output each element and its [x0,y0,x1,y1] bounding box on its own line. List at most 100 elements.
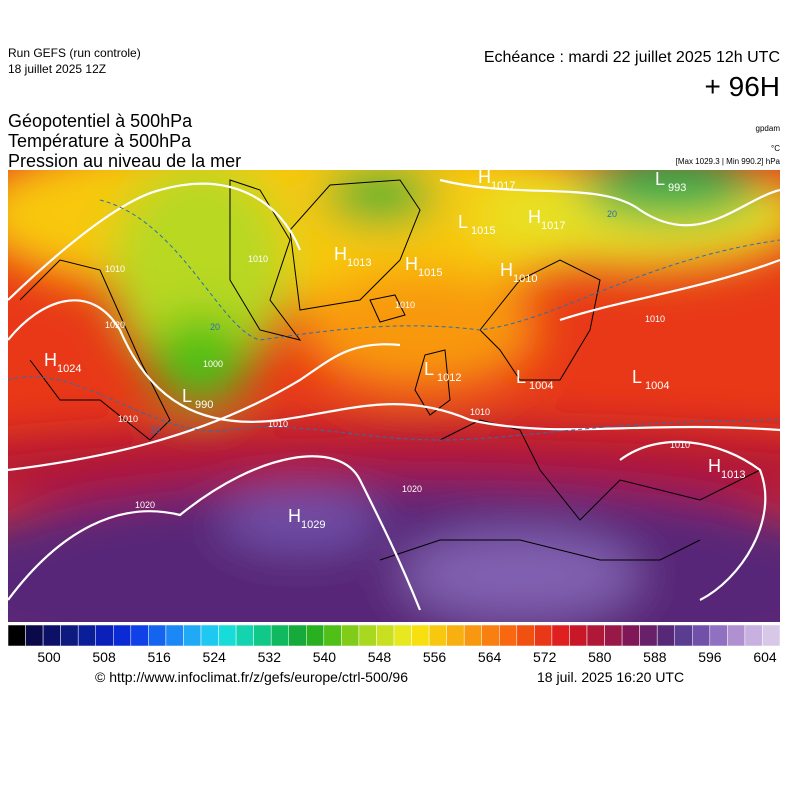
colorbar-swatch [113,624,132,647]
title-line: Géopotentiel à 500hPa [8,111,193,131]
isobar-label: 1010 [248,254,268,264]
isobar-label: 1000 [203,359,223,369]
colorbar-swatch [25,624,44,647]
isobars [8,178,780,611]
colorbar-swatch [411,624,430,647]
colorbar-swatch [744,624,763,647]
colorbar-tick-label: 596 [698,649,722,665]
pressure-center-value: 1004 [529,380,553,392]
colorbar-swatch [727,624,746,647]
colorbar-swatch [95,624,114,647]
colorbar-swatch [621,624,640,647]
isobar-label: 1020 [105,320,125,330]
colorbar-swatch [376,624,395,647]
pressure-center-value: 1017 [491,180,515,192]
pressure-center-value: 1024 [57,363,81,375]
colorbar-swatch [60,624,79,647]
isobar-label: 1010 [118,414,138,424]
pressure-center-value: 1012 [437,372,461,384]
colorbar-tick-label: 524 [203,649,227,665]
colorbar-swatch [674,624,693,647]
pressure-center-letter: L [655,169,665,189]
colorbar-swatch [7,624,26,647]
timestamp: 18 juil. 2025 16:20 UTC [537,669,684,685]
colorbar-swatch [499,624,518,647]
valid-time: Echéance : mardi 22 juillet 2025 12h UTC [484,49,780,66]
colorbar-swatch [446,624,465,647]
colorbar-swatch [341,624,360,647]
map [8,170,780,622]
pressure-center-letter: L [632,367,642,387]
isotherm-label: 10 [150,425,160,435]
colorbar-swatch [270,624,289,647]
colorbar-swatch [534,624,553,647]
colorbar-tick-label: 532 [258,649,282,665]
isobar-label: 1020 [135,500,155,510]
pressure-center-value: 1004 [645,380,669,392]
colorbar-swatch [235,624,254,647]
isotherm-label: 20 [210,322,220,332]
colorbar-swatch [77,624,96,647]
colorbar-tick-label: 500 [37,649,61,665]
isotherm-label: 20 [607,209,617,219]
colorbar-tick-label: 548 [368,649,392,665]
pressure-center-value: 993 [668,182,686,194]
colorbar-swatch [481,624,500,647]
colorbar-swatch [218,624,237,647]
pressure-center-letter: H [334,244,347,264]
colorbar-swatch [569,624,588,647]
pressure-center-letter: L [424,359,434,379]
unit-label: [Max 1029.3 | Min 990.2] hPa [676,157,781,166]
colorbar-tick-label: 604 [753,649,777,665]
colorbar-swatch [604,624,623,647]
pressure-center-value: 1029 [301,519,325,531]
colorbar-swatch [183,624,202,647]
colorbar-swatch [762,624,781,647]
colorbar-swatch [393,624,412,647]
colorbar-swatch [148,624,167,647]
unit-label: gpdam [756,124,781,133]
colorbar-swatch [165,624,184,647]
source-url: © http://www.infoclimat.fr/z/gefs/europe… [95,669,408,685]
isobar-label: 1020 [402,484,422,494]
isobar-label: 1010 [470,407,490,417]
colorbar-tick-label: 572 [533,649,557,665]
pressure-center-value: 1017 [541,220,565,232]
colorbar-tick-label: 556 [423,649,447,665]
pressure-center-letter: L [458,212,468,232]
colorbar-swatch [288,624,307,647]
isobar-label: 1010 [395,300,415,310]
colorbar-swatch [358,624,377,647]
lead-time: + 96H [705,71,781,102]
colorbar-swatch [551,624,570,647]
colorbar-swatch [130,624,149,647]
isobar-label: 1010 [268,419,288,429]
unit-label: °C [771,144,780,153]
colorbar-swatch [306,624,325,647]
colorbar-swatch [692,624,711,647]
colorbar-tick-label: 516 [147,649,171,665]
title-line: Température à 500hPa [8,131,192,151]
pressure-center-letter: H [405,254,418,274]
pressure-center-value: 1015 [471,225,495,237]
pressure-center-letter: H [500,260,513,280]
isobar-label: 1010 [670,440,690,450]
pressure-center-value: 1010 [513,273,537,285]
colorbar-swatch [200,624,219,647]
pressure-center-letter: L [182,386,192,406]
isobar-label: 1010 [645,314,665,324]
colorbar-tick-label: 564 [478,649,502,665]
pressure-center-letter: H [288,506,301,526]
colorbar: 500 508 516 524 532 540 548 556 564 572 580 588 596 6… [7,624,781,665]
pressure-center-value: 1015 [418,267,442,279]
colorbar-tick-label: 508 [92,649,116,665]
colorbar-swatch [709,624,728,647]
colorbar-swatch [463,624,482,647]
colorbar-tick-label: 540 [313,649,337,665]
pressure-center-letter: H [478,167,491,187]
colorbar-swatch [516,624,535,647]
isobar-label: 1010 [105,264,125,274]
colorbar-tick-label: 580 [588,649,612,665]
colorbar-swatch [428,624,447,647]
